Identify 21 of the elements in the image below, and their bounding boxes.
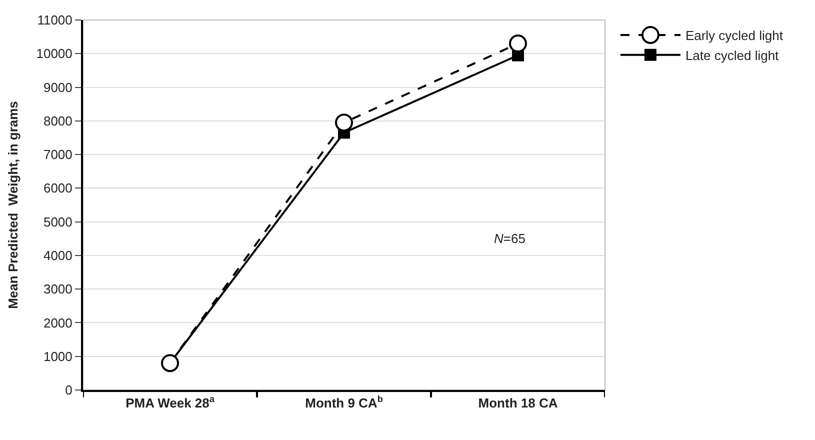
y-axis-title: Mean Predicted Weight, in grams xyxy=(6,101,21,309)
legend-label: Late cycled light xyxy=(685,48,780,63)
y-tick-label: 4000 xyxy=(43,248,72,263)
y-tick-label: 10000 xyxy=(36,46,72,62)
annotation: N=65 xyxy=(494,231,526,246)
y-tick-label: 0 xyxy=(65,382,72,398)
y-tick-label: 6000 xyxy=(43,180,72,196)
y-tick-label: 9000 xyxy=(43,80,72,95)
y-tick-label: 3000 xyxy=(43,282,72,297)
y-tick-label: 7000 xyxy=(43,147,72,162)
y-tick-label: 11000 xyxy=(37,12,72,28)
y-tick-label: 1000 xyxy=(43,348,72,364)
x-tick-label: Month 18 CA xyxy=(478,396,558,411)
x-tick-label: Month 9 CA$^{b}$ xyxy=(305,394,384,411)
y-tick-label: 5000 xyxy=(43,214,72,230)
x-tick-label: PMA Week 28$^{a}$ xyxy=(126,394,216,411)
y-tick-label: 2000 xyxy=(43,315,72,330)
point xyxy=(335,114,353,132)
legend-label: Early cycled light xyxy=(685,28,784,44)
point xyxy=(161,354,179,372)
y-tick-label: 8000 xyxy=(43,113,72,128)
